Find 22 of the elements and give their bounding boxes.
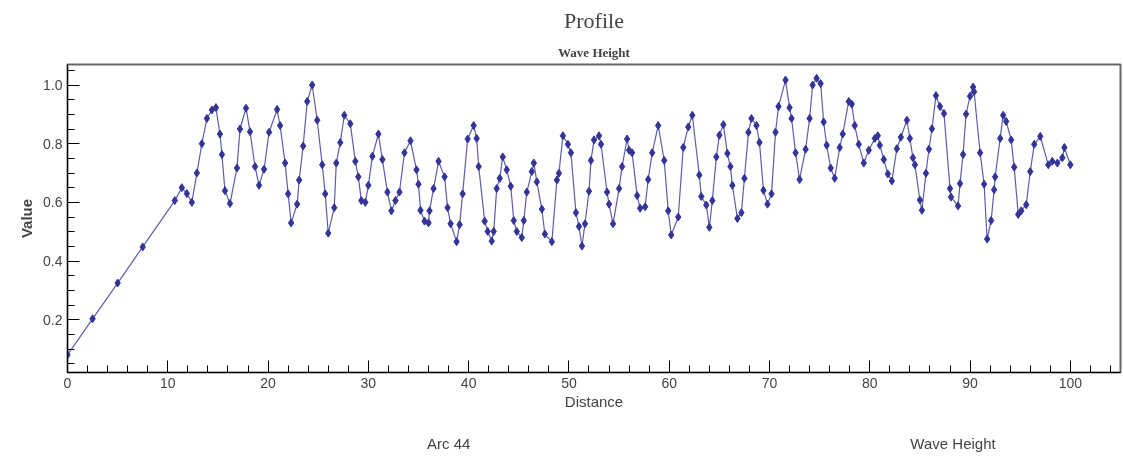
x-tick-label: 0 xyxy=(63,374,72,391)
x-tick-label: 70 xyxy=(761,374,778,391)
x-tick-label: 100 xyxy=(1058,374,1083,391)
chart-title: Profile xyxy=(564,7,624,33)
x-tick-label: 40 xyxy=(460,374,477,391)
y-tick-label: 0.8 xyxy=(43,135,63,152)
x-tick-label: 20 xyxy=(260,374,277,391)
x-tick-label: 80 xyxy=(862,374,878,391)
y-tick-label: 0.2 xyxy=(43,311,63,328)
y-tick-label: 1.0 xyxy=(43,77,63,94)
x-tick-label: 30 xyxy=(360,374,377,391)
x-tick-label: 50 xyxy=(561,374,577,391)
x-tick-label: 10 xyxy=(160,374,176,391)
text: Arc 44 xyxy=(427,435,471,452)
x-tick-label: 90 xyxy=(962,374,979,391)
chart-subtitle: Wave Height xyxy=(558,44,631,60)
legend-title: Wave Height xyxy=(910,435,996,452)
y-axis-title: Value xyxy=(18,198,36,239)
y-tick-label: 0.6 xyxy=(43,194,63,211)
x-axis-title: Distance xyxy=(564,392,624,410)
x-tick-label: 60 xyxy=(661,374,678,391)
y-tick-label: 0.4 xyxy=(43,253,63,270)
